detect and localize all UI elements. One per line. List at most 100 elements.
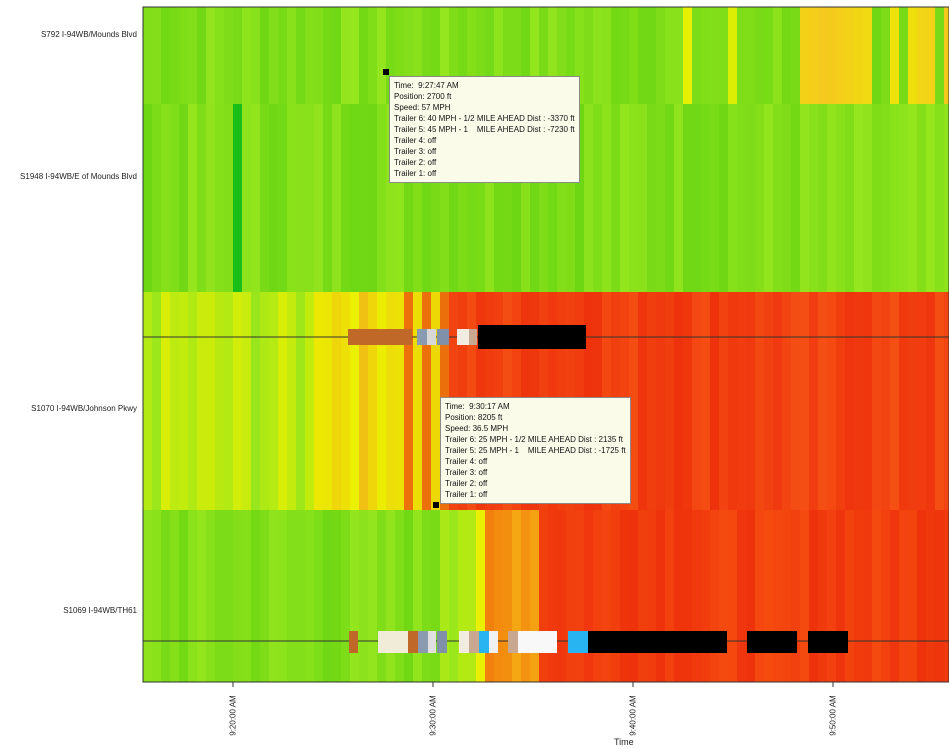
- heatmap-cell: [872, 292, 882, 510]
- heatmap-cell: [359, 292, 369, 510]
- heatmap-cell: [251, 510, 261, 682]
- heatmap-cell: [818, 7, 828, 104]
- heatmap-cell: [899, 104, 909, 292]
- heatmap-cell: [818, 510, 828, 682]
- heatmap-cell: [809, 7, 819, 104]
- heatmap-cell: [287, 7, 297, 104]
- heatmap-cell: [377, 510, 387, 682]
- heatmap-cell: [422, 510, 432, 682]
- heatmap-cell: [863, 292, 873, 510]
- heatmap-cell: [647, 292, 657, 510]
- heatmap-cell: [539, 104, 549, 292]
- datatip-line: Position: 2700 ft: [394, 92, 452, 101]
- heatmap-cell: [404, 292, 414, 510]
- heatmap-cell: [566, 510, 576, 682]
- heatmap-cell: [359, 510, 369, 682]
- heatmap-cell: [440, 104, 450, 292]
- heatmap-cell: [224, 292, 234, 510]
- heatmap-cell: [395, 104, 405, 292]
- heatmap-cell: [206, 7, 216, 104]
- heatmap-cell: [431, 7, 441, 104]
- heatmap-cell: [818, 292, 828, 510]
- heatmap-cell: [422, 104, 432, 292]
- heatmap-cell: [395, 292, 405, 510]
- heatmap-cell: [656, 104, 666, 292]
- heatmap-cell: [800, 292, 810, 510]
- heatmap-cell: [809, 292, 819, 510]
- heatmap-cell: [584, 104, 594, 292]
- heatmap-cell: [368, 7, 378, 104]
- heatmap-cell: [431, 104, 441, 292]
- heatmap-cell: [314, 510, 324, 682]
- datatip-line: Trailer 5: 45 MPH - 1 MILE AHEAD Dist : …: [394, 125, 575, 134]
- heatmap-cell: [881, 7, 891, 104]
- heatmap-cell: [881, 510, 891, 682]
- heatmap-cell: [197, 510, 207, 682]
- heatmap-cell: [332, 510, 342, 682]
- heatmap-cell: [530, 104, 540, 292]
- heatmap-cell: [305, 292, 315, 510]
- heatmap-cell: [287, 510, 297, 682]
- heatmap-cell: [620, 510, 630, 682]
- heatmap-cell: [566, 7, 576, 104]
- heatmap-cell: [782, 104, 792, 292]
- heatmap-cell: [800, 510, 810, 682]
- heatmap-cell: [296, 292, 306, 510]
- heatmap-cell: [215, 292, 225, 510]
- heatmap-cell: [467, 7, 477, 104]
- heatmap-cell: [728, 292, 738, 510]
- heatmap-cell: [755, 104, 765, 292]
- heatmap-cell: [602, 104, 612, 292]
- trailer-block: [479, 631, 489, 653]
- heatmap-cell: [755, 7, 765, 104]
- x-axis-label: Time: [614, 737, 634, 747]
- heatmap-cell: [908, 104, 918, 292]
- heatmap-cell: [206, 104, 216, 292]
- heatmap-cell: [512, 510, 522, 682]
- heatmap-cell: [512, 104, 522, 292]
- heatmap-cell: [323, 7, 333, 104]
- heatmap-cell: [674, 292, 684, 510]
- heatmap-cell: [179, 510, 189, 682]
- heatmap-cell: [791, 7, 801, 104]
- heatmap-cell: [719, 292, 729, 510]
- heatmap-cell: [791, 292, 801, 510]
- heatmap-cell: [926, 510, 936, 682]
- trailer-block: [427, 329, 436, 345]
- heatmap-cell: [449, 510, 459, 682]
- heatmap-cell: [593, 104, 603, 292]
- datatip-anchor-marker[interactable]: [383, 69, 389, 75]
- trailer-block: [489, 631, 498, 653]
- plot-frame: [142, 6, 949, 683]
- heatmap-cell: [575, 7, 585, 104]
- heatmap-cell: [242, 292, 252, 510]
- heatmap-cell: [170, 510, 180, 682]
- station-label: S1948 I-94WB/E of Mounds Blvd: [20, 172, 137, 181]
- heatmap-cell: [386, 104, 396, 292]
- heatmap-cell: [863, 510, 873, 682]
- x-tick-label: 9:20:00 AM: [228, 695, 238, 736]
- x-tick-label: 9:50:00 AM: [828, 695, 838, 736]
- heatmap-cell: [224, 104, 234, 292]
- heatmap-cell: [431, 292, 441, 510]
- heatmap-cell: [458, 510, 468, 682]
- heatmap-cell: [737, 7, 747, 104]
- heatmap-cell: [467, 510, 477, 682]
- heatmap-cell: [233, 292, 243, 510]
- heatmap-cell: [854, 104, 864, 292]
- heatmap-cell: [773, 510, 783, 682]
- heatmap-cell: [701, 510, 711, 682]
- heatmap-cell: [773, 104, 783, 292]
- heatmap-cell: [440, 7, 450, 104]
- heatmap-cell: [665, 104, 675, 292]
- trailer-block: [478, 325, 586, 349]
- datatip-anchor-marker[interactable]: [433, 502, 439, 508]
- heatmap-cell: [296, 7, 306, 104]
- heatmap-cell: [719, 7, 729, 104]
- heatmap-cell: [260, 7, 270, 104]
- heatmap-cell: [665, 7, 675, 104]
- datatip-line: Trailer 2: off: [445, 479, 488, 488]
- heatmap-cell: [215, 7, 225, 104]
- heatmap-cell: [530, 510, 540, 682]
- heatmap-cell: [728, 7, 738, 104]
